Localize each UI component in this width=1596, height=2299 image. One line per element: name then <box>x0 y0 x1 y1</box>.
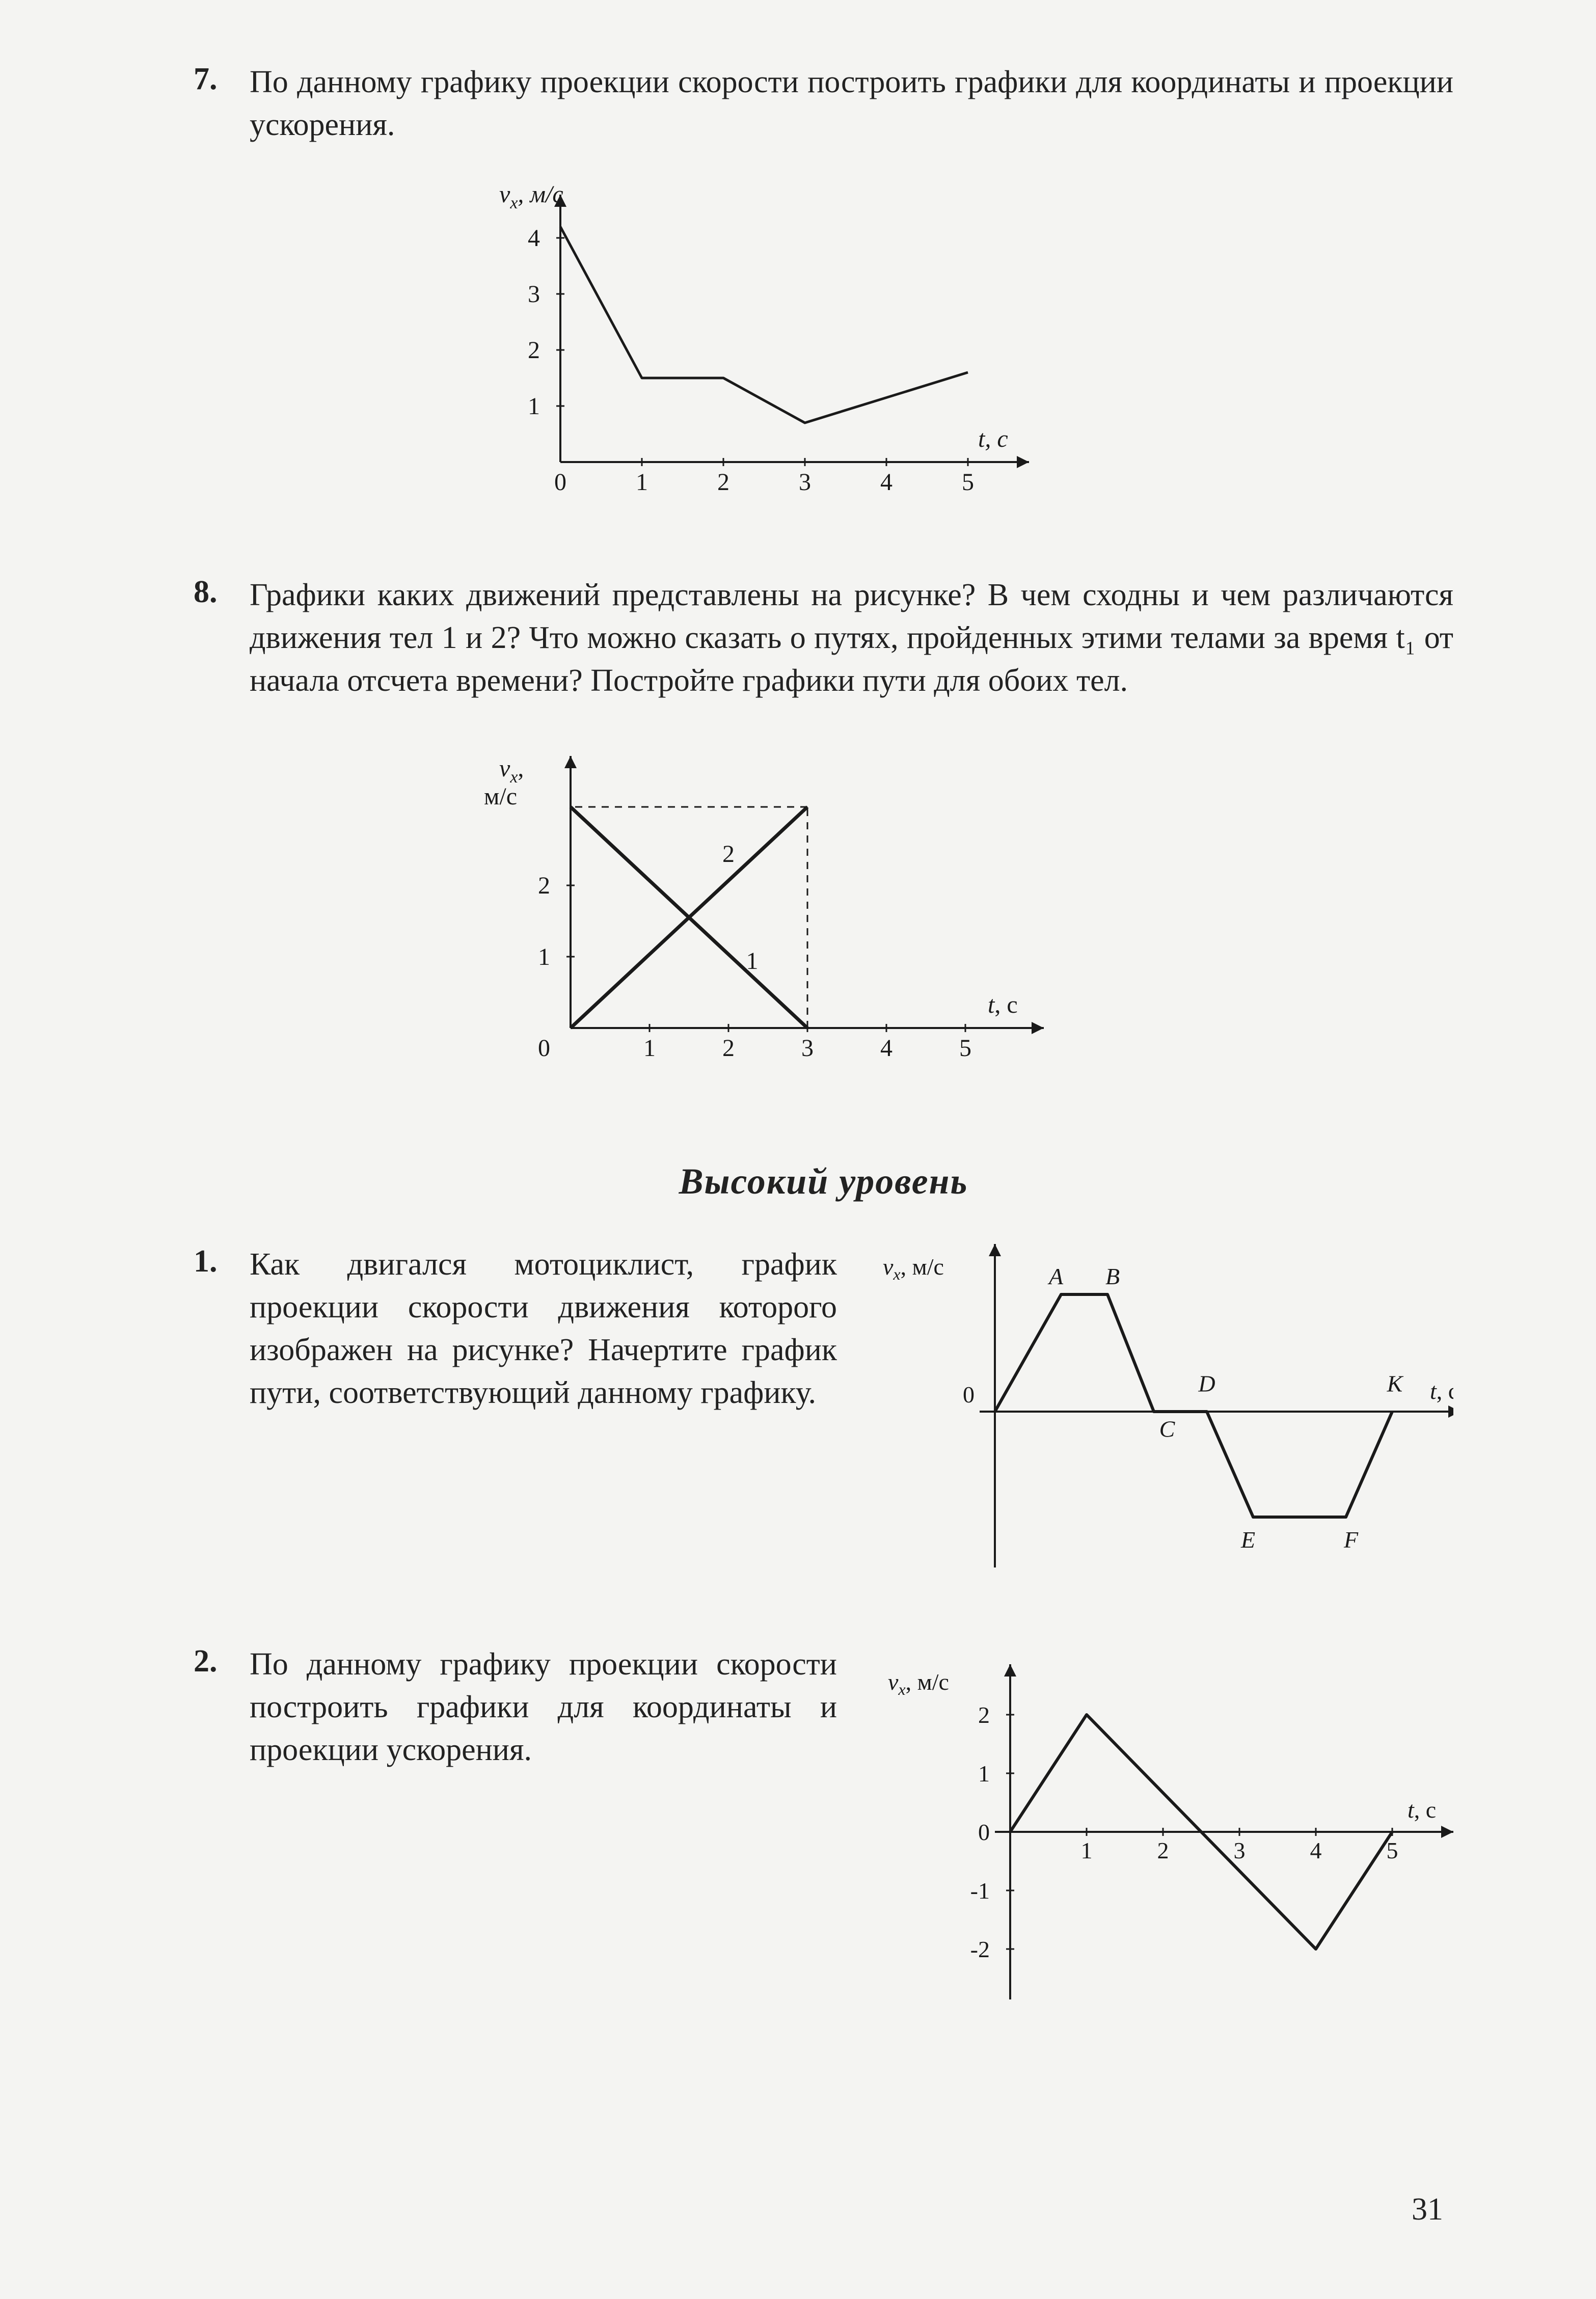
svg-text:F: F <box>1343 1527 1359 1553</box>
svg-text:2: 2 <box>722 1035 735 1062</box>
hproblem-1-text: Как двигался мотоциклист, график проекци… <box>250 1243 837 1414</box>
svg-text:1: 1 <box>538 943 550 970</box>
svg-text:1: 1 <box>1081 1837 1093 1863</box>
svg-text:4: 4 <box>880 1035 892 1062</box>
svg-text:4: 4 <box>528 225 540 252</box>
svg-text:2: 2 <box>528 337 540 364</box>
hproblem-2-number: 2. <box>194 1643 250 1680</box>
svg-text:vx, м/с: vx, м/с <box>883 1254 944 1283</box>
svg-text:5: 5 <box>959 1035 971 1062</box>
chart-8: 1 2 3 4 5 1 2 0 vx,м/с t, с 1 2 <box>448 733 1060 1099</box>
svg-text:C: C <box>1159 1416 1176 1442</box>
problem-7-text: По данному графику проекции скорости пос… <box>250 61 1453 146</box>
svg-text:5: 5 <box>1387 1837 1398 1863</box>
hproblem-1-number: 1. <box>194 1243 250 1280</box>
svg-text:t, с: t, с <box>1408 1797 1436 1823</box>
page: 7. По данному графику проекции скорости … <box>0 0 1596 2299</box>
svg-text:1: 1 <box>746 948 759 975</box>
svg-text:1: 1 <box>643 1035 656 1062</box>
svg-text:1: 1 <box>636 469 648 496</box>
problem-7-number: 7. <box>194 61 250 97</box>
svg-text:t, с: t, с <box>988 991 1018 1018</box>
svg-text:vx, м/с: vx, м/с <box>888 1669 949 1698</box>
svg-text:1: 1 <box>528 393 540 420</box>
svg-text:-2: -2 <box>970 1936 990 1962</box>
svg-text:t, с: t, с <box>978 425 1008 452</box>
problem-7: 7. По данному графику проекции скорости … <box>194 61 1453 146</box>
chart-h2-wrap: 1 2 3 4 5 -2 -1 0 1 2 vx, м/с t, с <box>868 1643 1453 2043</box>
svg-text:4: 4 <box>880 469 892 496</box>
svg-text:vx,: vx, <box>499 755 524 787</box>
svg-text:B: B <box>1105 1263 1120 1289</box>
problem-8-text: Графики каких движений представлены на р… <box>250 574 1453 702</box>
section-title: Высокий уровень <box>194 1160 1453 1203</box>
svg-text:A: A <box>1047 1263 1064 1289</box>
svg-text:м/с: м/с <box>484 783 517 810</box>
svg-text:3: 3 <box>799 469 811 496</box>
svg-text:vx, м/с: vx, м/с <box>499 181 563 212</box>
svg-text:K: K <box>1387 1371 1404 1397</box>
svg-text:0: 0 <box>538 1035 550 1062</box>
chart-8-wrap: 1 2 3 4 5 1 2 0 vx,м/с t, с 1 2 <box>194 733 1453 1099</box>
svg-text:E: E <box>1240 1527 1255 1553</box>
svg-text:2: 2 <box>538 872 550 899</box>
svg-text:0: 0 <box>554 469 566 496</box>
chart-7-wrap: 0 1 2 3 4 5 1 2 3 4 vx, м/с t, с <box>194 177 1453 533</box>
hproblem-1: 1. Как двигался мотоциклист, график прое… <box>194 1243 1453 1603</box>
svg-text:t, с: t, с <box>1430 1378 1453 1404</box>
svg-text:D: D <box>1198 1371 1215 1397</box>
hproblem-2-text: По данному графику проекции скорости пос… <box>250 1643 837 1771</box>
page-number: 31 <box>1412 2192 1443 2228</box>
svg-text:2: 2 <box>1157 1837 1169 1863</box>
svg-text:3: 3 <box>1234 1837 1246 1863</box>
svg-text:5: 5 <box>962 469 974 496</box>
svg-text:3: 3 <box>528 281 540 308</box>
svg-text:0: 0 <box>963 1382 975 1408</box>
chart-h2: 1 2 3 4 5 -2 -1 0 1 2 vx, м/с t, с <box>868 1643 1453 2041</box>
problem-8-number: 8. <box>194 574 250 610</box>
svg-text:1: 1 <box>978 1761 990 1787</box>
hproblem-2: 2. По данному графику проекции скорости … <box>194 1643 1453 2043</box>
chart-h1-wrap: 0 vx, м/с t, с A B CD E F K <box>868 1243 1453 1603</box>
svg-text:4: 4 <box>1310 1837 1322 1863</box>
chart-h1: 0 vx, м/с t, с A B CD E F K <box>868 1243 1453 1600</box>
svg-text:2: 2 <box>717 469 729 496</box>
svg-text:2: 2 <box>978 1702 990 1728</box>
svg-text:3: 3 <box>801 1035 814 1062</box>
chart-7: 0 1 2 3 4 5 1 2 3 4 vx, м/с t, с <box>448 177 1060 533</box>
problem-8: 8. Графики каких движений представлены н… <box>194 574 1453 702</box>
svg-text:2: 2 <box>722 841 735 868</box>
svg-text:0: 0 <box>978 1819 990 1845</box>
svg-text:-1: -1 <box>970 1878 990 1904</box>
